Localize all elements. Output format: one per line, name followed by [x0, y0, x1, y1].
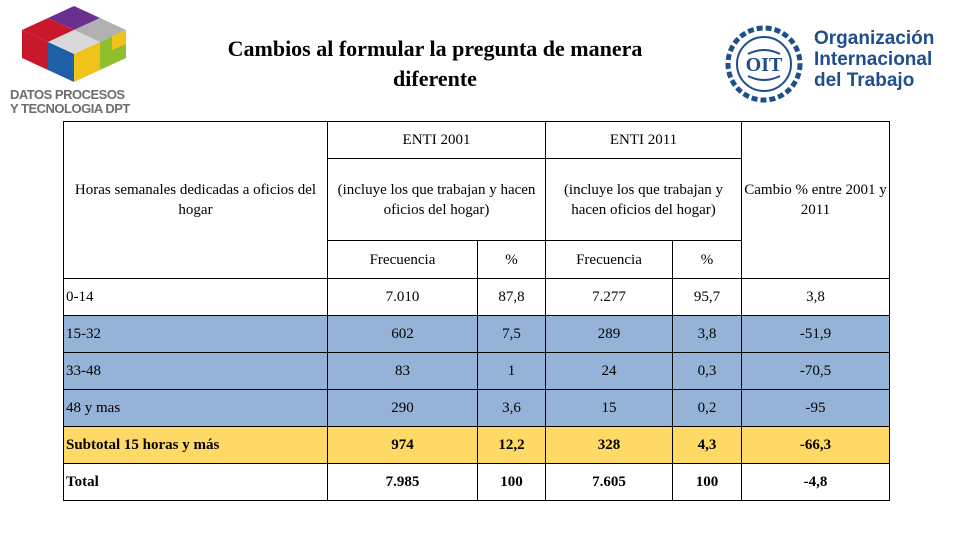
cell-freq-2011: 328	[545, 426, 673, 464]
note-2001: (incluye los que trabajan y hacen oficio…	[327, 158, 546, 241]
cell-pct-2011: 100	[672, 463, 742, 501]
dpt-logo-line2: Y TECNOLOGIA DPT	[10, 101, 130, 116]
row-label: Subtotal 15 horas y más	[63, 426, 328, 464]
title-line1: Cambios al formular la pregunta de maner…	[227, 36, 643, 61]
cell-freq-2011: 15	[545, 389, 673, 427]
table-row: 0-14 7.010 87,8 7.277 95,7 3,8	[63, 278, 890, 316]
cell-cambio: -66,3	[741, 426, 890, 464]
header-enti-2011: ENTI 2011	[545, 121, 742, 159]
header-row-2: (incluye los que trabajan y hacen oficio…	[64, 158, 890, 241]
cell-pct-2001: 7,5	[477, 315, 546, 353]
cell-cambio: -51,9	[741, 315, 890, 353]
subtotal-row: Subtotal 15 horas y más 974 12,2 328 4,3…	[63, 426, 890, 464]
header-cambio: Cambio % entre 2001 y 2011	[741, 121, 890, 279]
sub-header-freq-2001: Frecuencia	[327, 240, 478, 279]
cell-freq-2011: 289	[545, 315, 673, 353]
row-label: 15-32	[63, 315, 328, 353]
cell-pct-2001: 87,8	[477, 278, 546, 316]
row-label: 33-48	[63, 352, 328, 390]
header-row-1: Horas semanales dedicadas a oficios del …	[63, 121, 890, 279]
oit-org-line2: Internacional	[814, 49, 933, 70]
table-row: 15-32 602 7,5 289 3,8 -51,9	[63, 315, 890, 353]
cell-freq-2001: 974	[327, 426, 478, 464]
cell-pct-2011: 95,7	[672, 278, 742, 316]
row-header-cell: Horas semanales dedicadas a oficios del …	[63, 121, 328, 279]
cell-pct-2001: 3,6	[477, 389, 546, 427]
cell-freq-2001: 290	[327, 389, 478, 427]
oit-org-line1: Organización	[814, 28, 935, 49]
cell-pct-2011: 0,2	[672, 389, 742, 427]
cell-cambio: -70,5	[741, 352, 890, 390]
header-enti-2001: ENTI 2001	[327, 121, 546, 159]
oit-org-name: Organización Internacional del Trabajo	[814, 28, 954, 91]
dpt-cube-icon	[22, 6, 126, 82]
cell-pct-2001: 1	[477, 352, 546, 390]
oit-badge-text: OIT	[746, 54, 783, 76]
page-title: Cambios al formular la pregunta de maner…	[170, 34, 700, 94]
cell-pct-2011: 3,8	[672, 315, 742, 353]
table-row: 33-48 83 1 24 0,3 -70,5	[63, 352, 890, 390]
oit-logo: OIT Organización Internacional del Traba…	[718, 24, 954, 104]
cell-freq-2001: 7.985	[327, 463, 478, 501]
row-label: 48 y mas	[63, 389, 328, 427]
header-row-3: Frecuencia % Frecuencia %	[64, 240, 890, 279]
cell-cambio: 3,8	[741, 278, 890, 316]
cell-pct-2011: 0,3	[672, 352, 742, 390]
note-2011: (incluye los que trabajan y hacen oficio…	[545, 158, 742, 241]
sub-header-pct-2011: %	[672, 240, 742, 279]
row-label: 0-14	[63, 278, 328, 316]
row-label: Total	[63, 463, 328, 501]
oit-emblem-icon: OIT	[725, 25, 803, 103]
title-line2: diferente	[393, 66, 477, 91]
total-row: Total 7.985 100 7.605 100 -4,8	[63, 463, 890, 501]
cell-freq-2011: 7.277	[545, 278, 673, 316]
cell-freq-2011: 7.605	[545, 463, 673, 501]
cell-pct-2001: 100	[477, 463, 546, 501]
cell-freq-2011: 24	[545, 352, 673, 390]
cell-freq-2001: 602	[327, 315, 478, 353]
sub-header-pct-2001: %	[477, 240, 546, 279]
cell-cambio: -4,8	[741, 463, 890, 501]
dpt-logo-line1: DATOS PROCESOS	[10, 87, 125, 102]
table-row: 48 y mas 290 3,6 15 0,2 -95	[63, 389, 890, 427]
hours-table: Horas semanales dedicadas a oficios del …	[63, 121, 890, 501]
sub-header-freq-2011: Frecuencia	[545, 240, 673, 279]
cell-cambio: -95	[741, 389, 890, 427]
cell-freq-2001: 7.010	[327, 278, 478, 316]
cell-freq-2001: 83	[327, 352, 478, 390]
dpt-logo: DATOS PROCESOS Y TECNOLOGIA DPT	[4, 4, 162, 120]
cell-pct-2001: 12,2	[477, 426, 546, 464]
oit-org-line3: del Trabajo	[814, 70, 915, 91]
cell-pct-2011: 4,3	[672, 426, 742, 464]
